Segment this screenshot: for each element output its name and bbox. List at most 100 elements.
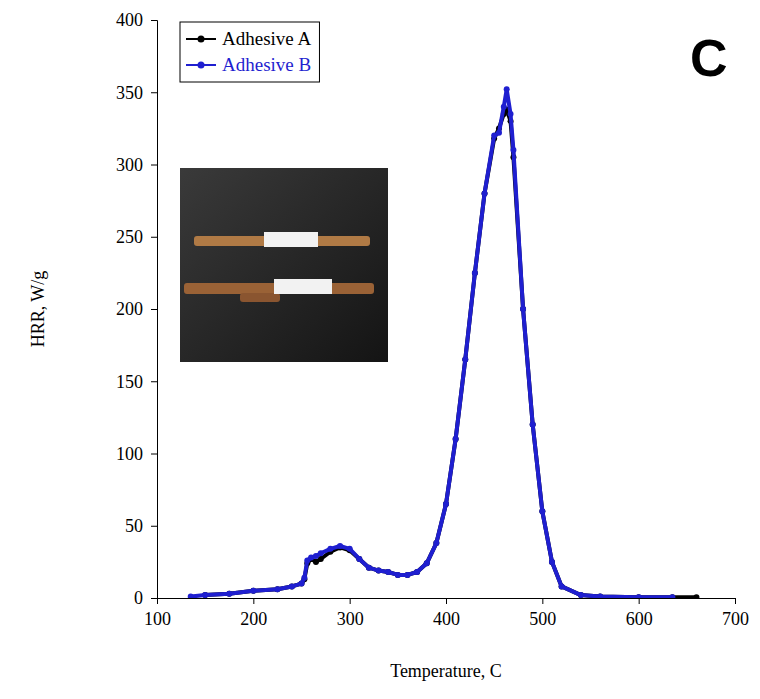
series-point <box>395 572 401 578</box>
series-point <box>414 569 420 575</box>
series-point <box>453 436 459 442</box>
x-tick: 500 <box>529 598 556 629</box>
x-tick-label: 100 <box>144 609 171 629</box>
photo-tag <box>274 279 332 294</box>
series-point <box>539 508 545 514</box>
y-axis-line <box>151 21 158 599</box>
series-point <box>482 190 488 196</box>
series-line <box>191 89 673 597</box>
series-point <box>395 572 401 578</box>
series-point <box>299 581 305 587</box>
series-point <box>443 501 449 507</box>
series-point <box>636 594 642 598</box>
y-tick-label: 200 <box>116 299 143 319</box>
photo-background <box>180 168 388 362</box>
series-point <box>250 588 256 594</box>
series-point <box>530 422 536 428</box>
series-point <box>472 270 478 276</box>
series-point <box>508 111 514 117</box>
series-point <box>539 508 545 514</box>
series-point <box>414 569 420 575</box>
series-point <box>669 594 675 598</box>
series-point <box>404 572 410 578</box>
series-point <box>289 583 295 589</box>
x-tick: 700 <box>722 598 749 629</box>
series-point <box>462 357 468 363</box>
series-point <box>510 147 516 153</box>
series-point <box>578 592 584 598</box>
x-tick-mark <box>350 598 351 604</box>
x-tick-mark <box>542 598 543 604</box>
x-tick-mark <box>735 598 736 604</box>
series-point <box>274 586 280 592</box>
series-point <box>366 565 372 571</box>
y-tick-mark <box>151 598 157 599</box>
series-point <box>669 594 675 598</box>
series-point <box>347 546 353 552</box>
series-point <box>549 559 555 565</box>
y-tick: 400 <box>116 10 157 30</box>
series-point <box>520 306 526 312</box>
x-tick: 600 <box>626 598 653 629</box>
series-point <box>433 540 439 546</box>
series-point <box>578 592 584 598</box>
x-tick-label: 300 <box>337 609 364 629</box>
y-tick-label: 150 <box>116 372 143 392</box>
series-point <box>597 594 603 598</box>
series-point <box>356 556 362 562</box>
y-tick-mark <box>151 526 157 527</box>
series-point <box>462 357 468 363</box>
legend-marker <box>198 62 205 69</box>
series-point <box>501 104 507 110</box>
series-point <box>376 568 382 574</box>
x-tick-label: 500 <box>529 609 556 629</box>
series-point <box>385 569 391 575</box>
series-point <box>202 592 208 598</box>
series-point <box>327 546 333 552</box>
series-point <box>433 540 439 546</box>
legend-label: Adhesive A <box>222 28 311 49</box>
x-tick-mark <box>446 598 447 604</box>
series-point <box>693 594 699 598</box>
series-point <box>559 583 565 589</box>
y-tick: 350 <box>116 83 157 103</box>
series-point <box>356 556 362 562</box>
y-tick-mark <box>151 165 157 166</box>
y-tick-label: 400 <box>116 10 143 30</box>
x-tick: 100 <box>144 598 171 629</box>
series-point <box>520 306 526 312</box>
series-point <box>424 560 430 566</box>
legend-marker <box>198 36 205 43</box>
y-tick: 200 <box>116 299 157 319</box>
x-axis: 100200300400500600700 <box>144 598 749 629</box>
plot-area <box>188 86 700 598</box>
series-point <box>559 583 565 589</box>
y-tick-label: 300 <box>116 155 143 175</box>
y-axis: 050100150200250300350400 <box>116 10 158 608</box>
y-tick: 0 <box>134 588 157 608</box>
series-point <box>597 594 603 598</box>
photo-strip <box>240 293 280 302</box>
y-tick-mark <box>151 92 157 93</box>
y-tick: 250 <box>116 227 157 247</box>
y-tick-mark <box>151 20 157 21</box>
y-tick-mark <box>151 237 157 238</box>
x-tick-label: 700 <box>722 609 749 629</box>
x-axis-line <box>158 599 736 605</box>
series-point <box>530 422 536 428</box>
series-point <box>226 591 232 597</box>
y-tick-label: 350 <box>116 83 143 103</box>
x-tick: 400 <box>433 598 460 629</box>
series-line <box>205 110 696 598</box>
series-point <box>424 560 430 566</box>
legend: Adhesive A Adhesive B <box>180 22 319 82</box>
y-tick-label: 250 <box>116 227 143 247</box>
legend-label: Adhesive B <box>222 54 311 75</box>
series-point <box>472 270 478 276</box>
series-point <box>301 575 307 581</box>
series-point <box>289 583 295 589</box>
y-tick-mark <box>151 381 157 382</box>
y-tick-label: 0 <box>134 588 143 608</box>
panel-label: C <box>690 29 728 87</box>
series-point <box>274 586 280 592</box>
